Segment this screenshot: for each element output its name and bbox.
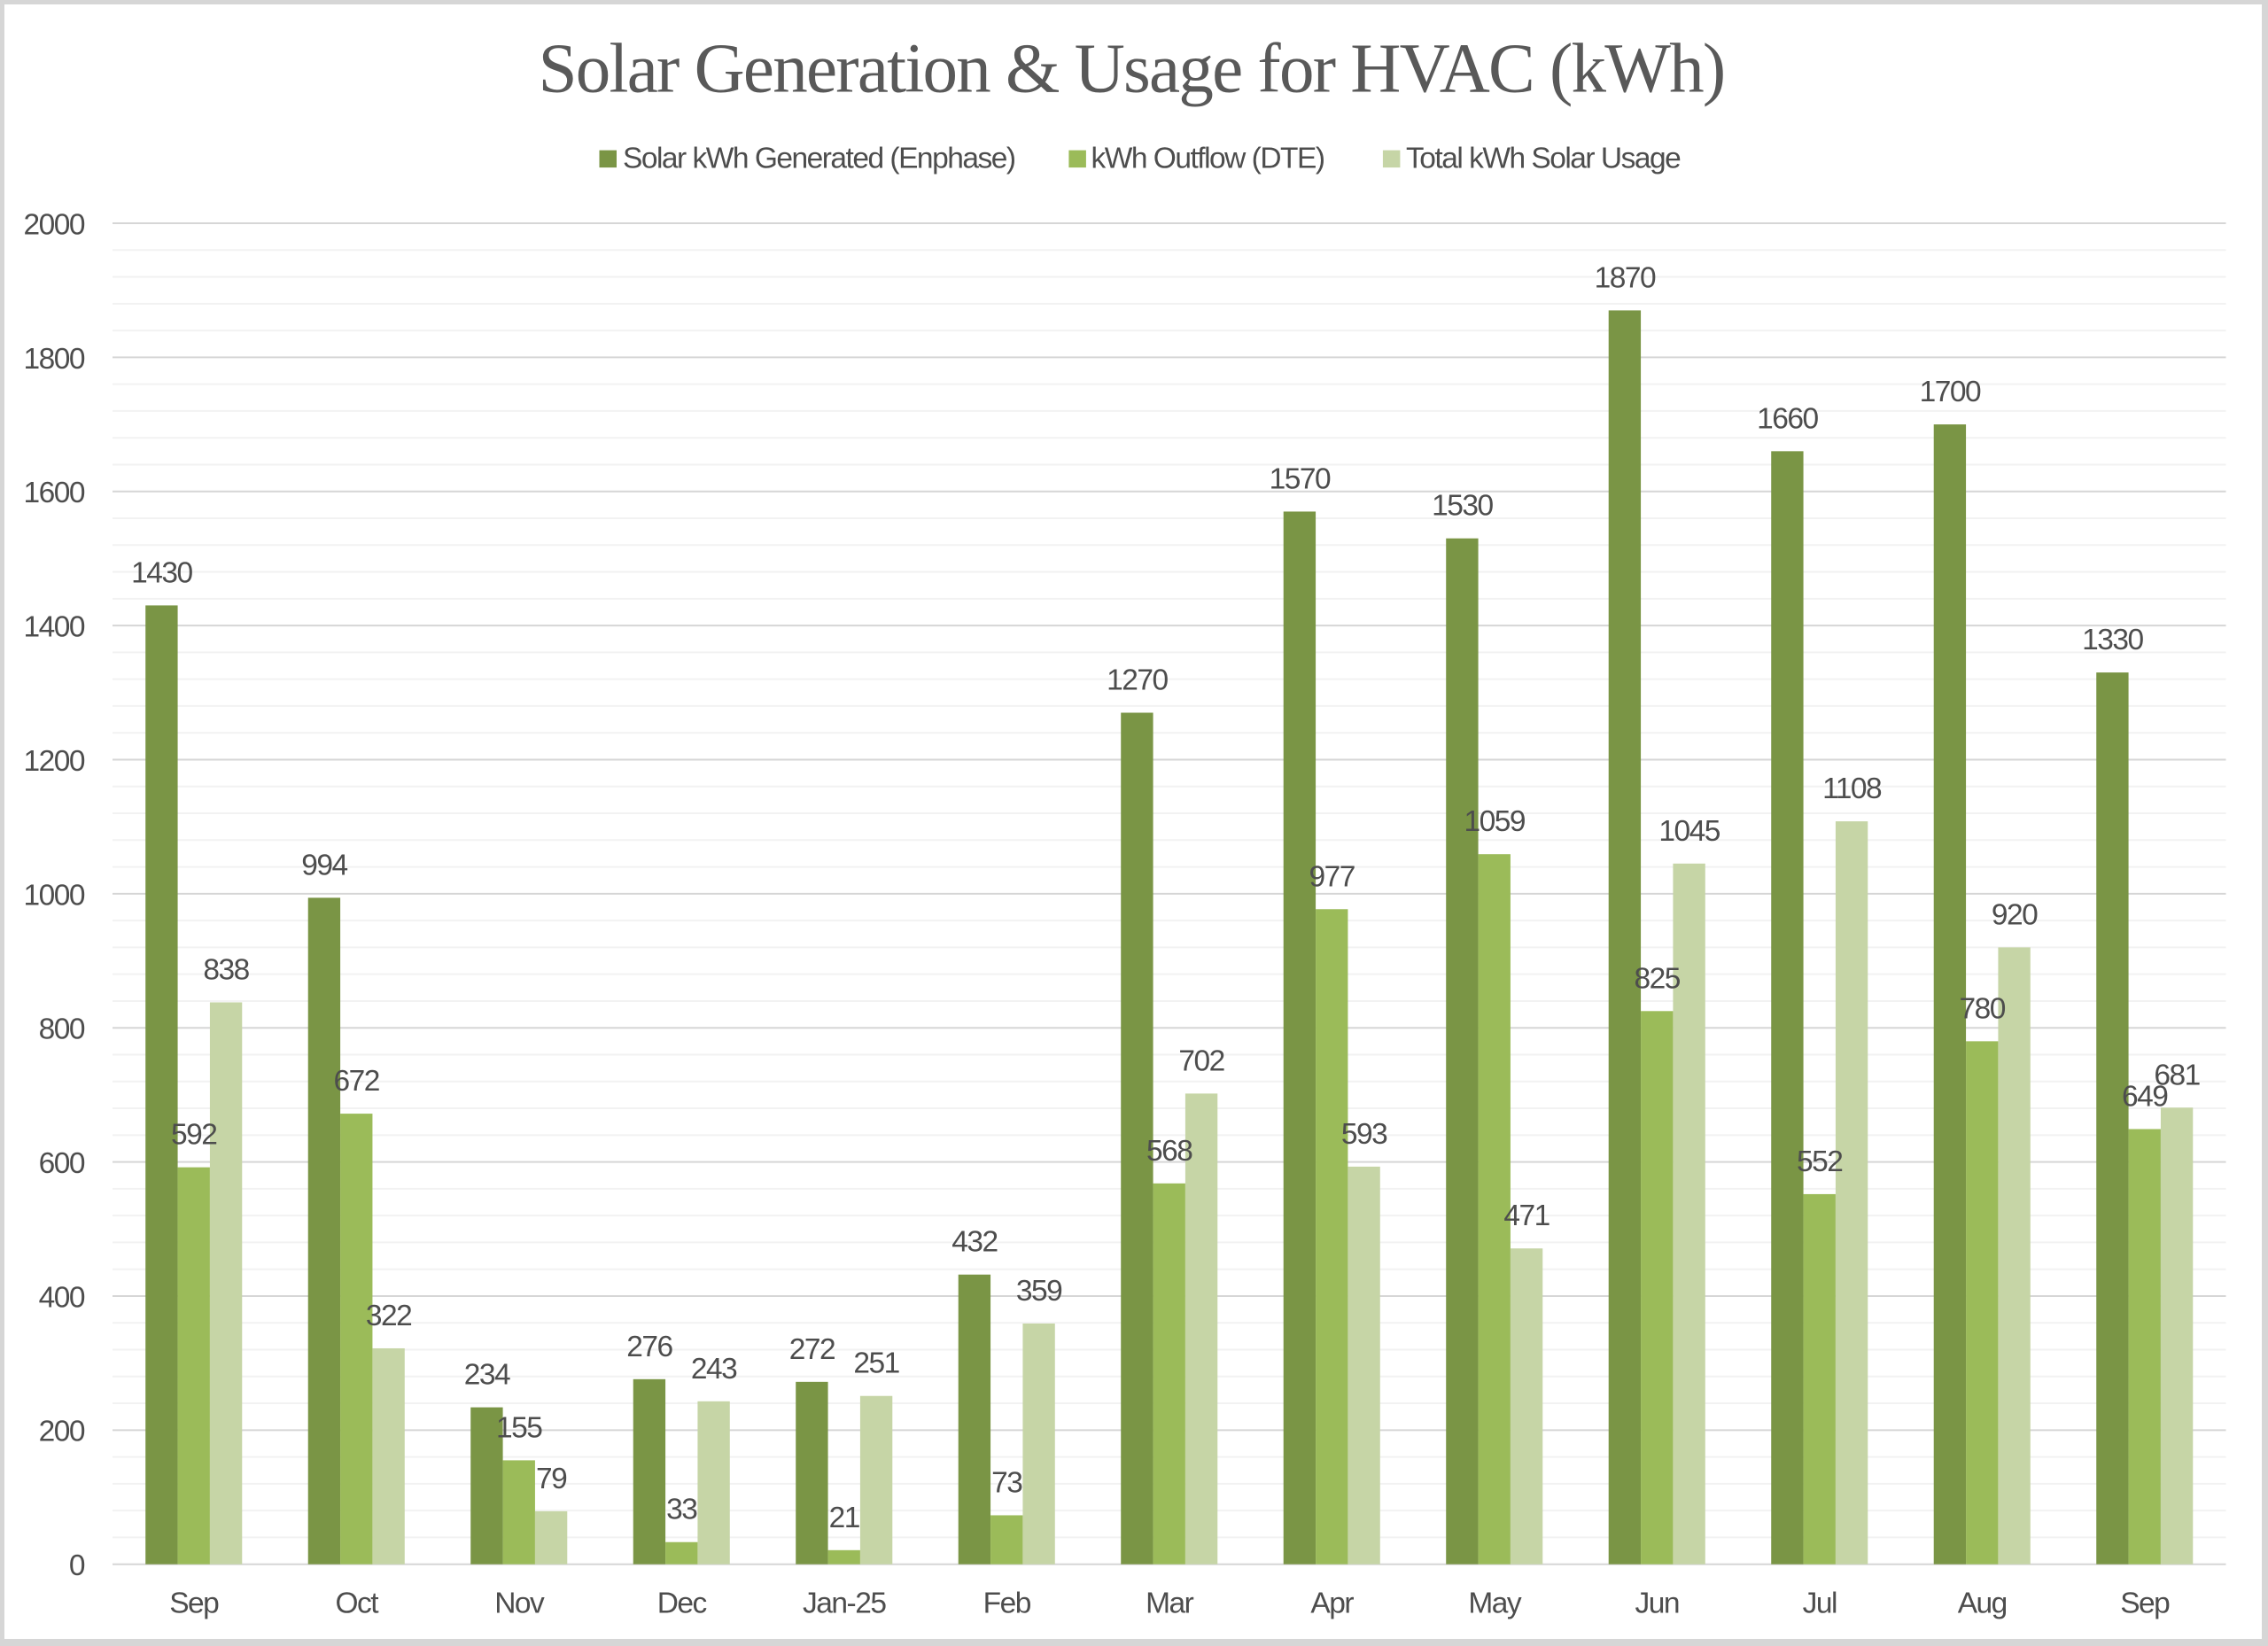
svg-text:432: 432 — [951, 1226, 997, 1259]
svg-text:21: 21 — [829, 1502, 859, 1534]
svg-text:Apr: Apr — [1310, 1588, 1354, 1620]
svg-text:33: 33 — [666, 1494, 697, 1526]
svg-text:0: 0 — [69, 1549, 85, 1582]
svg-text:681: 681 — [2154, 1059, 2199, 1091]
svg-text:1000: 1000 — [23, 879, 84, 912]
svg-text:Oct: Oct — [335, 1588, 379, 1620]
svg-text:1108: 1108 — [1822, 773, 1882, 805]
svg-text:593: 593 — [1341, 1118, 1387, 1151]
svg-text:1600: 1600 — [23, 477, 84, 509]
svg-text:1400: 1400 — [23, 611, 84, 644]
svg-text:Total kWh Solar Usage: Total kWh Solar Usage — [1406, 142, 1681, 175]
svg-text:359: 359 — [1016, 1275, 1062, 1308]
svg-text:May: May — [1468, 1588, 1522, 1620]
svg-text:Solar Generation & Usage for H: Solar Generation & Usage for HVAC (kWh) — [539, 31, 1725, 108]
svg-text:2000: 2000 — [23, 208, 84, 241]
svg-text:Solar kWh Generated (Enphase): Solar kWh Generated (Enphase) — [623, 142, 1015, 175]
svg-text:471: 471 — [1503, 1200, 1549, 1232]
svg-text:234: 234 — [464, 1359, 510, 1392]
svg-text:73: 73 — [991, 1466, 1022, 1499]
svg-text:600: 600 — [39, 1147, 85, 1180]
svg-text:Jun: Jun — [1635, 1588, 1679, 1620]
svg-text:994: 994 — [301, 849, 347, 881]
svg-text:Nov: Nov — [494, 1588, 545, 1620]
svg-text:1660: 1660 — [1757, 402, 1818, 435]
svg-text:1200: 1200 — [23, 745, 84, 778]
svg-text:552: 552 — [1797, 1145, 1842, 1178]
svg-text:592: 592 — [171, 1119, 216, 1152]
svg-text:1270: 1270 — [1107, 664, 1168, 697]
svg-text:568: 568 — [1146, 1135, 1192, 1168]
svg-text:649: 649 — [2122, 1081, 2168, 1114]
svg-text:825: 825 — [1635, 962, 1681, 995]
svg-text:276: 276 — [626, 1331, 672, 1363]
svg-text:400: 400 — [39, 1281, 85, 1314]
svg-text:1430: 1430 — [131, 556, 192, 589]
svg-text:838: 838 — [203, 953, 249, 986]
svg-text:1800: 1800 — [23, 343, 84, 376]
svg-text:79: 79 — [536, 1463, 567, 1495]
svg-text:272: 272 — [789, 1333, 835, 1366]
svg-text:1530: 1530 — [1432, 490, 1493, 523]
svg-text:Jan-25: Jan-25 — [803, 1588, 886, 1620]
svg-text:Aug: Aug — [1958, 1588, 2007, 1620]
svg-text:Sep: Sep — [169, 1588, 219, 1620]
svg-text:Mar: Mar — [1146, 1588, 1194, 1620]
svg-text:Sep: Sep — [2120, 1588, 2170, 1620]
svg-text:243: 243 — [691, 1353, 737, 1386]
svg-text:251: 251 — [853, 1347, 898, 1380]
svg-text:322: 322 — [366, 1300, 411, 1332]
svg-text:977: 977 — [1309, 860, 1355, 893]
svg-text:kWh Outflow (DTE): kWh Outflow (DTE) — [1091, 142, 1324, 175]
svg-text:1059: 1059 — [1464, 805, 1525, 838]
svg-text:800: 800 — [39, 1013, 85, 1046]
svg-text:155: 155 — [496, 1411, 542, 1444]
svg-text:780: 780 — [1960, 992, 2006, 1025]
svg-text:672: 672 — [334, 1065, 379, 1098]
svg-text:Feb: Feb — [983, 1588, 1031, 1620]
svg-text:Jul: Jul — [1803, 1588, 1837, 1620]
svg-text:1330: 1330 — [2082, 624, 2143, 656]
svg-text:1045: 1045 — [1658, 815, 1720, 848]
svg-text:Dec: Dec — [657, 1588, 707, 1620]
svg-text:200: 200 — [39, 1416, 85, 1448]
svg-text:1570: 1570 — [1270, 462, 1331, 495]
svg-text:1870: 1870 — [1595, 261, 1656, 294]
svg-text:920: 920 — [1992, 898, 2038, 931]
svg-text:702: 702 — [1178, 1044, 1223, 1077]
svg-text:1700: 1700 — [1920, 376, 1981, 408]
